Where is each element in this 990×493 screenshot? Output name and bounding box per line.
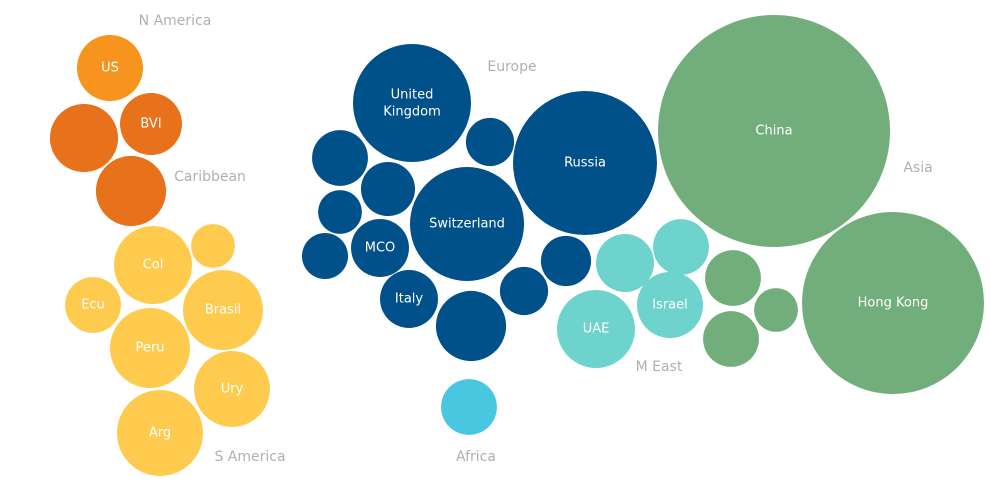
- group-label: Caribbean: [174, 169, 246, 185]
- bubble-label: US: [101, 61, 119, 76]
- bubble: [465, 117, 515, 167]
- bubble: [754, 288, 798, 332]
- bubble-label: United Kingdom: [383, 87, 441, 119]
- bubble: [435, 290, 507, 362]
- bubble: [194, 351, 270, 427]
- bubble-label: Ury: [221, 382, 244, 397]
- bubble-label: Israel: [652, 298, 688, 313]
- bubble: [441, 379, 497, 435]
- group-label: S America: [214, 449, 285, 465]
- bubble-label: Arg: [149, 426, 171, 441]
- group-label: N America: [139, 13, 212, 29]
- bubble: [301, 232, 349, 280]
- bubble: [409, 166, 525, 282]
- bubble-label: China: [755, 124, 792, 139]
- bubble: [312, 130, 368, 186]
- bubble: [116, 389, 204, 477]
- group-label: Asia: [903, 160, 932, 176]
- bubble: [76, 34, 144, 102]
- bubble: [49, 103, 119, 173]
- bubble-label: Col: [143, 258, 164, 273]
- bubble: [120, 93, 182, 155]
- bubble: [351, 219, 409, 277]
- bubble-label: Brasil: [205, 303, 241, 318]
- bubble-label: Hong Kong: [858, 296, 929, 311]
- bubble: [110, 308, 190, 388]
- bubble-label: Ecu: [81, 298, 105, 313]
- bubble-label: BVI: [140, 117, 161, 132]
- bubble: [653, 219, 709, 275]
- group-label: Africa: [456, 449, 496, 465]
- bubble: [360, 161, 416, 217]
- bubble: [380, 270, 438, 328]
- bubble: [353, 44, 471, 162]
- bubble: [596, 234, 654, 292]
- bubble: [557, 290, 635, 368]
- bubble: [191, 224, 235, 268]
- group-label: M East: [636, 359, 683, 375]
- group-label: Europe: [487, 59, 536, 75]
- bubble: [183, 270, 263, 350]
- bubble: [318, 190, 362, 234]
- bubble: [703, 311, 759, 367]
- bubble: [802, 212, 984, 394]
- bubble: [65, 277, 121, 333]
- bubble: [657, 14, 891, 248]
- bubble-label: UAE: [583, 322, 610, 337]
- bubble: [499, 266, 549, 316]
- bubble-label: Switzerland: [429, 217, 505, 232]
- bubble: [540, 235, 592, 287]
- bubble: [114, 226, 192, 304]
- bubble-label: Peru: [136, 341, 165, 356]
- bubble: [705, 250, 761, 306]
- bubble: [513, 91, 657, 235]
- bubble: [95, 155, 167, 227]
- bubble-label: Italy: [395, 292, 424, 307]
- bubble-label: MCO: [365, 241, 396, 256]
- bubble-label: Russia: [564, 156, 606, 171]
- bubble: [636, 271, 704, 339]
